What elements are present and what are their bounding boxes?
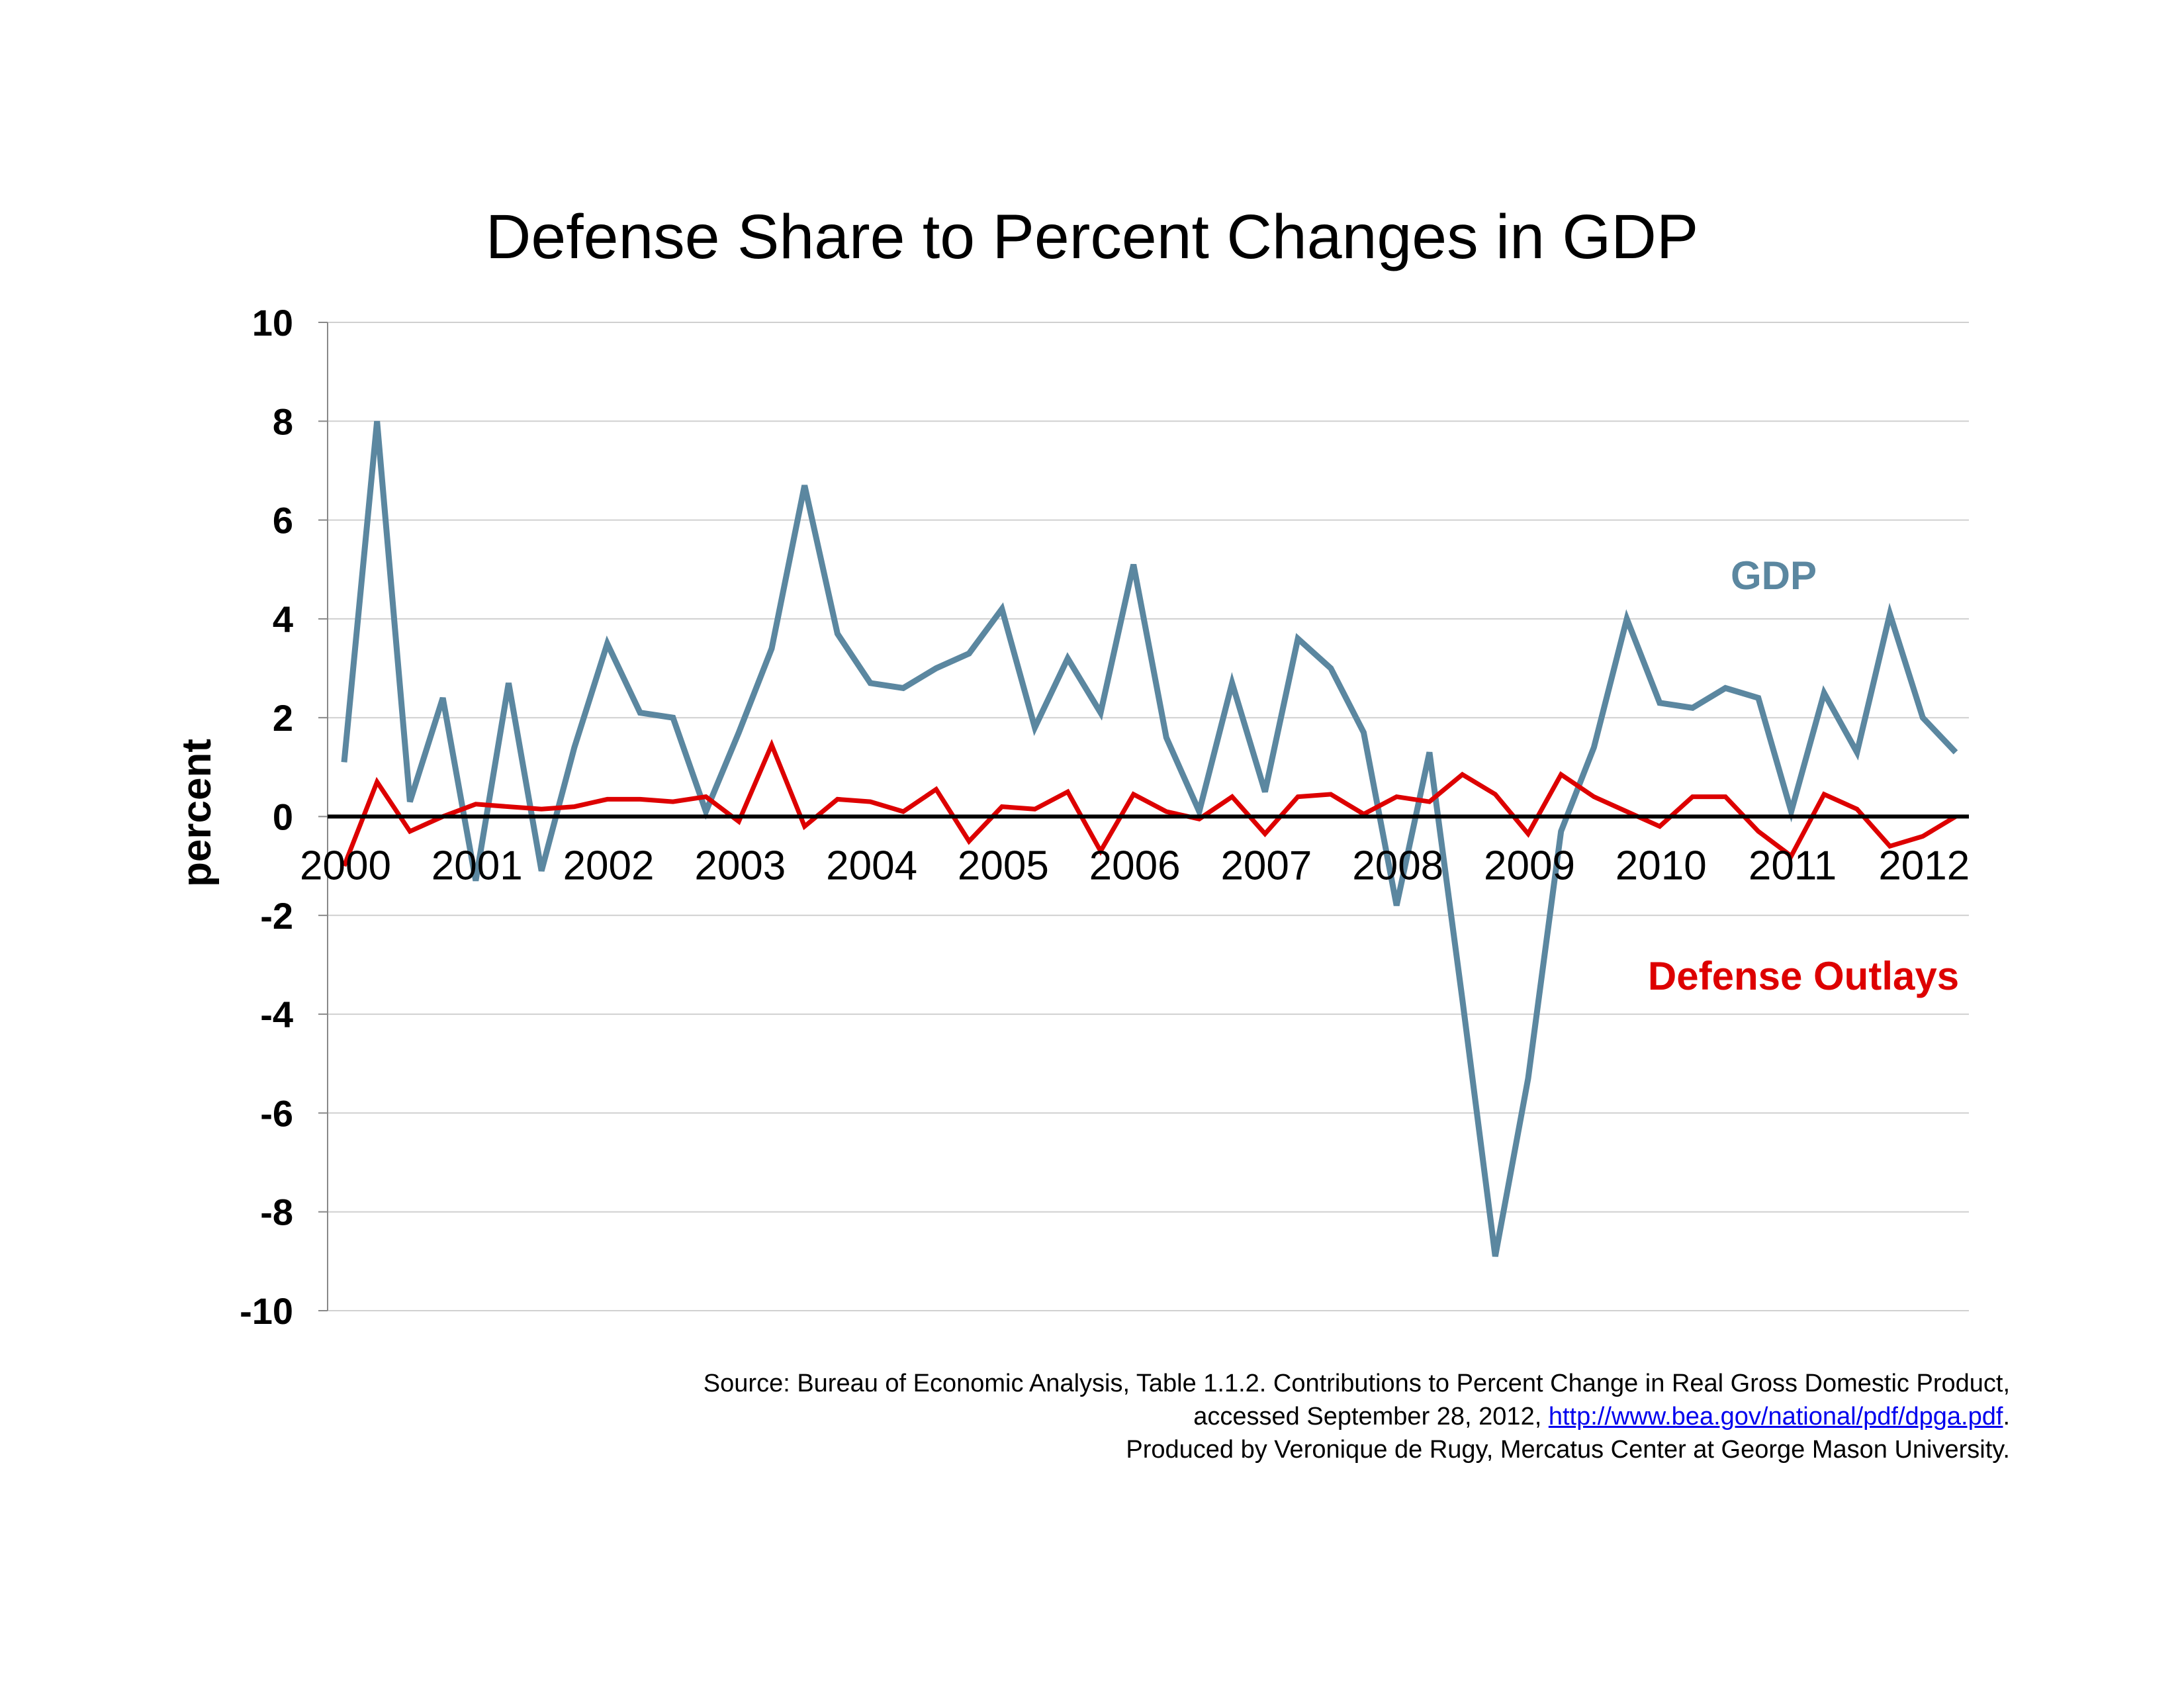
x-tick-label: 2012: [1878, 843, 1970, 889]
x-tick-label: 2010: [1615, 843, 1707, 889]
x-tick-label: 2009: [1484, 843, 1575, 889]
source-line-3: Produced by Veronique de Rugy, Mercatus …: [1126, 1436, 2010, 1464]
x-tick-label: 2004: [826, 843, 917, 889]
defense-outlays-series-label: Defense Outlays: [1648, 954, 1959, 998]
y-tick-label: 2: [273, 697, 293, 739]
y-tick-label: -6: [260, 1092, 293, 1134]
source-line-2: accessed September 28, 2012, http://www.…: [704, 1400, 2010, 1433]
source-note: Source: Bureau of Economic Analysis, Tab…: [704, 1367, 2010, 1466]
gdp-line: [341, 420, 1958, 1257]
x-tick-label: 2001: [432, 843, 523, 889]
x-tick-label: 2011: [1749, 843, 1837, 889]
x-tick-label: 2000: [300, 843, 391, 889]
gridlines: [318, 322, 1969, 1311]
gdp-series-label: GDP: [1731, 553, 1817, 598]
x-tick-label: 2002: [563, 843, 655, 889]
x-tick-label: 2007: [1220, 843, 1312, 889]
y-tick-label: -4: [260, 994, 293, 1035]
y-tick-label: 6: [273, 500, 293, 541]
source-line-2-prefix: accessed September 28, 2012,: [1193, 1403, 1549, 1430]
y-tick-label: 8: [273, 400, 293, 442]
y-tick-label: -2: [260, 895, 293, 937]
series-lines: [341, 420, 1958, 1257]
x-tick-label: 2003: [694, 843, 786, 889]
y-tick-label: -8: [260, 1192, 293, 1233]
y-axis-label: percent: [174, 739, 220, 887]
source-line-2-suffix: .: [2003, 1403, 2010, 1430]
y-tick-label: 4: [273, 598, 293, 640]
defense-outlays-line: [341, 739, 1957, 867]
y-tick-labels: 10 8 6 4 2 0 -2 -4 -6 -8 -10: [240, 302, 293, 1332]
chart-title: Defense Share to Percent Changes in GDP: [486, 202, 1698, 272]
x-tick-label: 2005: [958, 843, 1049, 889]
x-tick-label: 2006: [1089, 843, 1181, 889]
x-tick-label: 2008: [1352, 843, 1443, 889]
source-link[interactable]: http://www.bea.gov/national/pdf/dpga.pdf: [1548, 1403, 2003, 1430]
source-line-1: Source: Bureau of Economic Analysis, Tab…: [703, 1370, 2010, 1397]
y-tick-label: -10: [240, 1290, 293, 1332]
x-tick-labels: 2000 2001 2002 2003 2004 2005 2006 2007 2008 2009…: [300, 843, 1970, 889]
y-tick-label: 0: [273, 796, 293, 838]
y-tick-label: 10: [252, 302, 293, 344]
